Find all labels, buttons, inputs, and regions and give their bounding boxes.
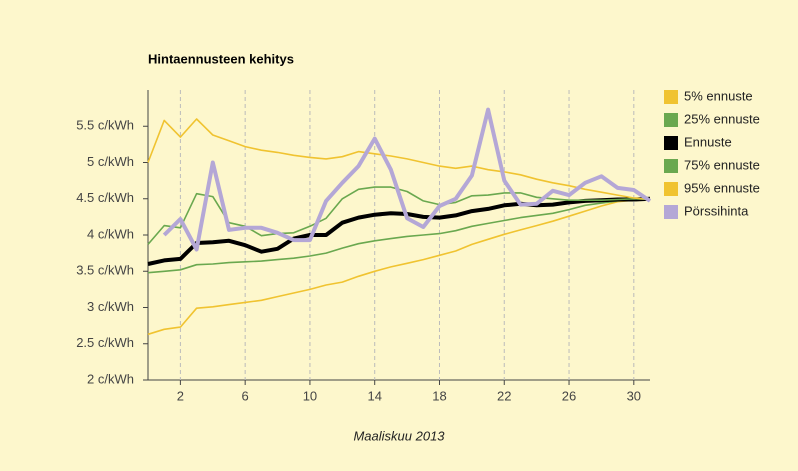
legend-swatch (664, 205, 678, 219)
y-tick-label: 4.5 c/kWh (76, 190, 134, 205)
y-tick-label: 3 c/kWh (87, 299, 134, 314)
series-line (147, 118, 651, 201)
y-tick-label: 4 c/kWh (87, 226, 134, 241)
legend-label: 5% ennuste (684, 88, 753, 103)
legend-swatch (664, 182, 678, 196)
legend-label: Ennuste (684, 134, 732, 149)
x-tick-label: 14 (367, 388, 381, 403)
legend-swatch (664, 113, 678, 127)
y-tick-label: 5 c/kWh (87, 154, 134, 169)
series-line (147, 196, 651, 266)
legend-label: Pörssihinta (684, 203, 749, 218)
chart-title: Hintaennusteen kehitys (148, 51, 294, 66)
series-line (147, 198, 651, 336)
legend-swatch (664, 136, 678, 150)
x-tick-label: 30 (627, 388, 641, 403)
x-tick-label: 22 (497, 388, 511, 403)
legend-label: 25% ennuste (684, 111, 760, 126)
y-tick-label: 3.5 c/kWh (76, 263, 134, 278)
x-tick-label: 6 (242, 388, 249, 403)
y-tick-label: 2.5 c/kWh (76, 335, 134, 350)
y-tick-label: 2 c/kWh (87, 371, 134, 386)
x-tick-label: 10 (303, 388, 317, 403)
x-tick-label: 2 (177, 388, 184, 403)
series-line (147, 198, 650, 274)
x-tick-label: 26 (562, 388, 576, 403)
x-axis-label: Maaliskuu 2013 (353, 428, 445, 443)
x-tick-label: 18 (432, 388, 446, 403)
legend-label: 95% ennuste (684, 180, 760, 195)
legend-label: 75% ennuste (684, 157, 760, 172)
legend-swatch (664, 159, 678, 173)
series-line (162, 107, 652, 252)
y-tick-label: 5.5 c/kWh (76, 118, 134, 133)
legend-swatch (664, 90, 678, 104)
